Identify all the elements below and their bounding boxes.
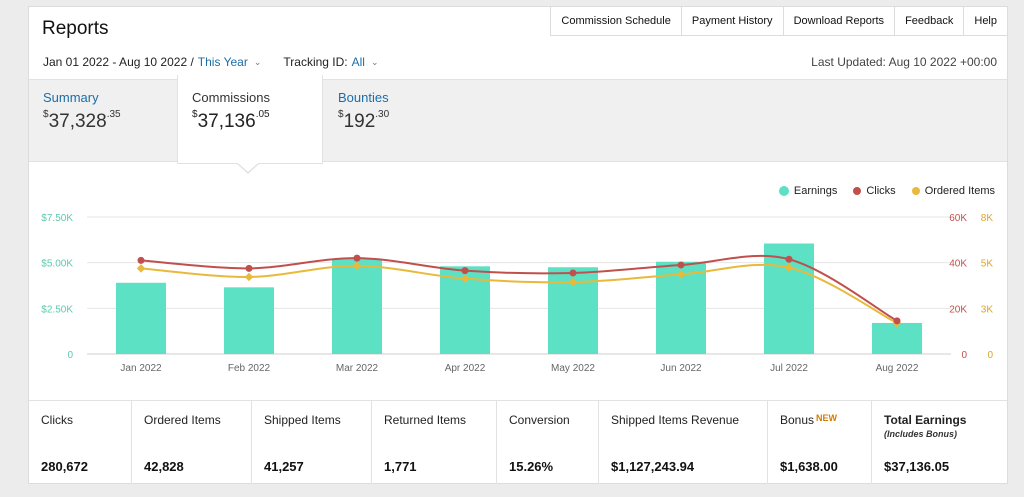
x-tick-label: Jul 2022 <box>770 363 808 374</box>
stat-value: 41,257 <box>264 459 304 474</box>
clicks-point <box>353 254 361 262</box>
stat-sublabel: (Includes Bonus) <box>884 429 958 439</box>
y-tick-label-left: $5.00K <box>41 259 73 270</box>
stat-label: Ordered Items <box>144 413 221 427</box>
y-tick-label-ordered: 3K <box>981 304 994 315</box>
tab-label: Bounties <box>338 90 389 105</box>
payment-history-link[interactable]: Payment History <box>681 6 784 36</box>
stat-conversion: Conversion 15.26% <box>497 401 599 484</box>
stat-bonus: Bonus NEW $1,638.00 <box>768 401 872 484</box>
legend-clicks[interactable]: Clicks <box>853 185 896 197</box>
bar-earnings <box>224 287 274 354</box>
bar-earnings <box>332 259 382 354</box>
ordered-items-point <box>352 261 362 271</box>
stat-value: 42,828 <box>144 459 184 474</box>
tab-label: Commissions <box>192 90 271 105</box>
stat-label: Clicks <box>41 413 73 427</box>
clicks-point <box>785 255 793 263</box>
tab-amount: $37,328.35 <box>43 109 121 132</box>
summary-tabs: Summary $37,328.35 Bounties $192.30 <box>29 79 1007 162</box>
tracking-id-dropdown[interactable]: All <box>351 55 365 69</box>
x-tick-label: Aug 2022 <box>876 363 919 374</box>
download-reports-link[interactable]: Download Reports <box>783 6 896 36</box>
stat-clicks: Clicks 280,672 <box>29 401 132 484</box>
x-tick-label: Jan 2022 <box>120 363 162 374</box>
clicks-point <box>245 264 253 272</box>
earnings-chart: 0 $2.50K $5.00K $7.50K 0 20K 40K 60K 0 3K 5K 8K Jan … <box>41 213 994 374</box>
clicks-point <box>569 269 577 277</box>
stat-label: Shipped Items Revenue <box>611 413 740 427</box>
y-tick-label-left: 0 <box>67 350 73 361</box>
clicks-point <box>137 256 145 264</box>
x-tick-label: Mar 2022 <box>336 363 379 374</box>
stat-value: $37,136.05 <box>884 459 950 474</box>
new-badge: NEW <box>816 413 838 423</box>
tracking-id-label: Tracking ID: <box>283 55 348 69</box>
clicks-point <box>461 267 469 275</box>
bar-earnings <box>872 322 922 354</box>
y-tick-label-clicks: 40K <box>949 259 967 270</box>
stat-value: 15.26% <box>509 459 554 474</box>
filter-row: Jan 01 2022 - Aug 10 2022 / This Year ⌄ … <box>43 55 401 69</box>
chart-legend: Earnings Clicks Ordered Items <box>778 185 995 197</box>
page-title: Reports <box>42 18 109 39</box>
stat-value: $1,127,243.94 <box>611 459 695 474</box>
legend-earnings[interactable]: Earnings <box>778 185 837 197</box>
tab-amount: $192.30 <box>338 109 390 132</box>
top-nav: Commission Schedule Payment History Down… <box>550 6 1008 36</box>
ordered-items-point <box>244 272 254 282</box>
last-updated-text: Last Updated: Aug 10 2022 +00:00 <box>811 55 997 69</box>
chevron-down-icon[interactable]: ⌄ <box>370 56 379 67</box>
stat-total-earnings: Total Earnings (Includes Bonus) $37,136.… <box>872 401 1007 484</box>
stat-shipped-revenue: Shipped Items Revenue $1,127,243.94 <box>599 401 768 484</box>
tab-label: Summary <box>43 90 99 105</box>
feedback-link[interactable]: Feedback <box>895 6 965 36</box>
x-tick-label: Apr 2022 <box>445 363 486 374</box>
y-tick-label-ordered: 8K <box>981 213 994 224</box>
tab-commissions[interactable]: Commissions $37,136.05 <box>177 75 323 164</box>
stat-returned-items: Returned Items 1,771 <box>372 401 497 484</box>
stat-value: 280,672 <box>41 459 88 474</box>
ordered-items-point <box>460 274 470 283</box>
legend-ordered-items[interactable]: Ordered Items <box>911 185 995 197</box>
date-range-text: Jan 01 2022 - Aug 10 2022 / <box>43 55 194 69</box>
help-link[interactable]: Help <box>964 6 1008 36</box>
y-tick-label-ordered: 0 <box>987 350 993 361</box>
x-tick-label: Feb 2022 <box>228 363 271 374</box>
clicks-point <box>677 261 685 269</box>
stat-ordered-items: Ordered Items 42,828 <box>132 401 252 484</box>
stat-value: 1,771 <box>384 459 417 474</box>
y-tick-label-left: $2.50K <box>41 304 73 315</box>
y-tick-label-clicks: 20K <box>949 304 967 315</box>
stat-value: $1,638.00 <box>780 459 838 474</box>
stat-label: Returned Items <box>384 413 467 427</box>
tab-summary[interactable]: Summary $37,328.35 <box>43 90 121 133</box>
commission-schedule-link[interactable]: Commission Schedule <box>551 6 682 36</box>
clicks-point <box>893 317 901 325</box>
stat-label: Shipped Items <box>264 413 341 427</box>
period-dropdown[interactable]: This Year <box>197 55 248 69</box>
x-tick-label: Jun 2022 <box>660 363 702 374</box>
tab-amount: $37,136.05 <box>192 109 270 132</box>
stat-label: Total Earnings <box>884 413 967 427</box>
active-tab-pointer <box>237 163 259 174</box>
reports-panel: Reports Commission Schedule Payment Hist… <box>28 6 1008 484</box>
y-tick-label-clicks: 0 <box>961 350 967 361</box>
y-tick-label-left: $7.50K <box>41 213 73 224</box>
y-tick-label-clicks: 60K <box>949 213 967 224</box>
chevron-down-icon[interactable]: ⌄ <box>253 56 262 67</box>
y-tick-label-ordered: 5K <box>981 259 994 270</box>
stats-bar: Clicks 280,672 Ordered Items 42,828 Ship… <box>29 400 1007 484</box>
stat-shipped-items: Shipped Items 41,257 <box>252 401 372 484</box>
tab-bounties[interactable]: Bounties $192.30 <box>338 90 389 133</box>
x-tick-label: May 2022 <box>551 363 595 374</box>
stat-label: Conversion <box>509 413 570 427</box>
stat-label: Bonus NEW <box>780 413 838 427</box>
bar-earnings <box>116 282 166 354</box>
ordered-items-point <box>136 264 146 273</box>
